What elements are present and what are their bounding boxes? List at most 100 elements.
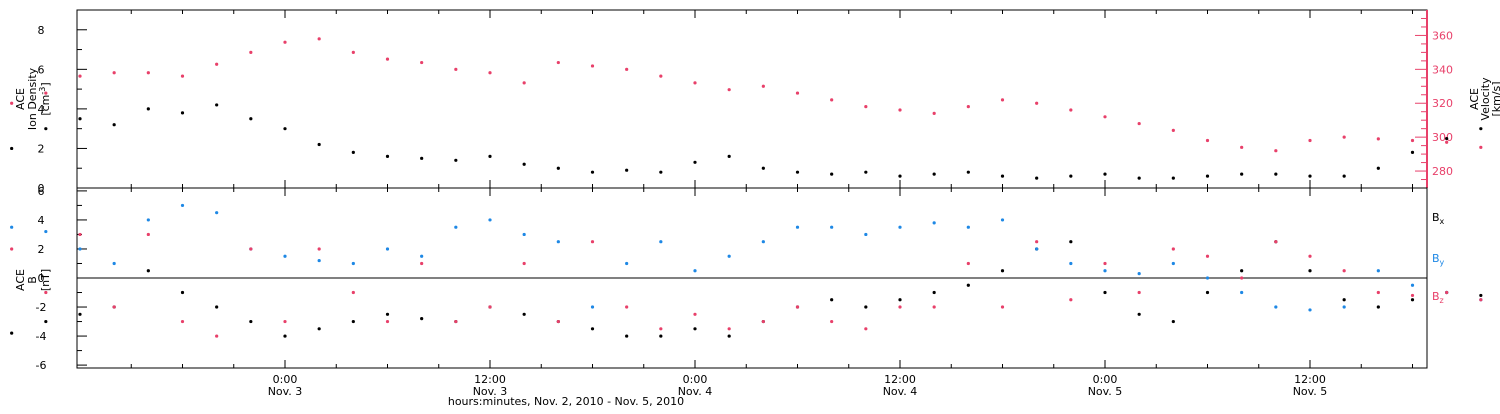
velocity-point [317,37,321,41]
velocity-point [830,98,834,102]
bottom-panel: -6 -4 -2 0 2 4 6 Bx By Bz ACE B [nT] [10,185,1483,372]
by-point [556,240,560,244]
density-point [1308,174,1312,178]
bz-point [1205,254,1210,258]
velocity-point [1069,108,1073,112]
velocity-point [454,67,458,71]
bz-point [522,261,526,266]
bz-point [864,327,868,331]
velocity-point [1000,98,1005,102]
velocity-point [659,74,663,78]
by-point [590,305,595,309]
top-data-points [10,37,1483,180]
legend-entry: By [1432,252,1445,267]
bx-point [1205,290,1210,295]
density-point [1342,174,1346,178]
density-point [1069,174,1073,178]
bz-point [454,319,458,324]
bx-point [1479,293,1483,298]
bz-point [420,261,424,266]
velocity-point [1376,137,1380,141]
bz-point [249,247,253,251]
velocity-point [385,57,390,61]
top-right-tick-label: 360 [1432,29,1453,42]
bz-point [1274,240,1278,244]
bz-point [317,247,321,251]
by-point [1069,261,1073,266]
density-point [693,160,697,164]
density-point [1103,172,1107,176]
by-point [488,218,492,222]
by-point [146,218,150,222]
bz-point [112,305,116,309]
x-tick-time-label: 0:00 [273,373,298,386]
density-point [1445,136,1449,141]
bz-point [10,247,14,251]
velocity-point [1103,115,1107,119]
bottom-ylabel-line1: ACE [14,269,27,291]
by-point [1376,269,1380,273]
bx-point [864,305,868,309]
bz-point [1171,247,1175,251]
density-point [590,170,595,174]
density-point [420,156,424,160]
top-left-tick-label: 8 [38,24,45,37]
bz-point [1342,269,1346,273]
density-point [112,123,116,127]
bz-point [488,305,492,309]
bottom-ylabel-line2: B [26,276,39,284]
bx-point [727,334,731,338]
x-tick-date-label: Nov. 3 [473,385,508,398]
bz-point [556,319,560,324]
density-point [1240,172,1244,176]
density-point [1205,174,1210,178]
density-point [215,103,219,107]
top-right-tick-label: 320 [1432,97,1453,110]
density-point [385,154,390,158]
top-right-ylabel-line1: ACE [1468,88,1481,110]
velocity-point [146,71,150,75]
bz-point [1308,254,1312,258]
density-point [317,142,321,147]
density-point [1274,172,1278,176]
top-right-tick-label: 300 [1432,131,1453,144]
x-tick-date-label: Nov. 4 [678,385,713,398]
bx-point [932,290,936,295]
bottom-tick-label: -2 [36,301,47,314]
bottom-ylabel-line3: [nT] [39,269,52,291]
density-point [10,146,14,151]
velocity-point [625,67,629,71]
x-tick-date-label: Nov. 5 [1088,385,1123,398]
bx-point [249,319,253,324]
bz-point [78,232,82,237]
velocity-point [44,91,48,95]
by-point [625,261,629,266]
density-point [249,117,253,121]
bx-point [1103,290,1107,295]
bx-point [1000,269,1005,273]
bz-point [1035,240,1039,244]
bz-point [898,305,902,309]
bottom-data-points [10,203,1483,338]
density-point [283,127,287,131]
by-point [1240,290,1244,295]
by-point [693,269,697,273]
by-point [10,225,14,229]
by-point [761,240,765,244]
bz-point [283,319,287,324]
bx-point [385,312,390,316]
by-point [44,229,48,234]
density-point [522,162,526,166]
x-tick-date-label: Nov. 4 [883,385,918,398]
density-point [1171,176,1175,180]
bottom-tick-label: 0 [38,272,45,285]
by-point [1103,269,1107,273]
velocity-point [1410,138,1415,143]
x-tick-date-label: Nov. 3 [268,385,303,398]
velocity-point [112,71,116,75]
top-plot-frame [76,9,1428,189]
velocity-point [693,81,697,85]
density-point [488,154,492,158]
bottom-tick-label: 6 [38,185,45,198]
